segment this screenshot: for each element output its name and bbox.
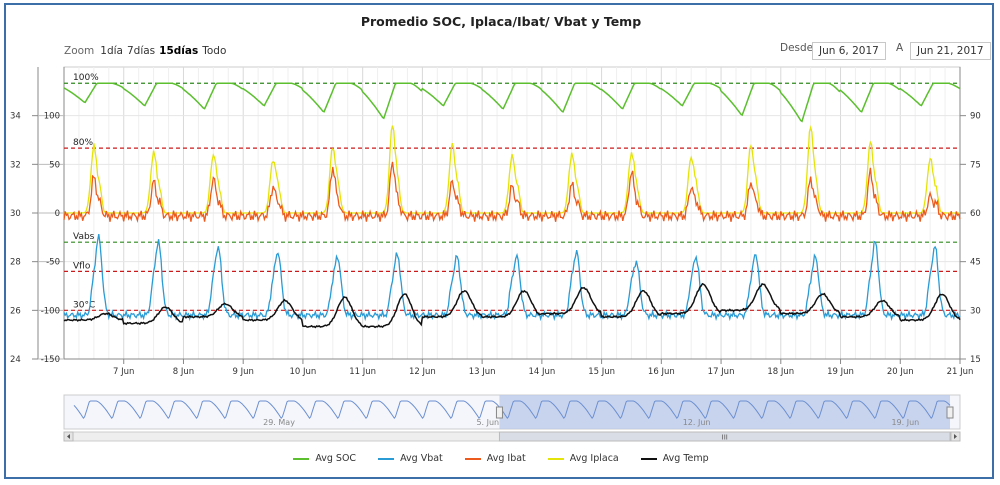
plot-line-label: 100% xyxy=(73,73,99,83)
zoom-todo-button[interactable]: Todo xyxy=(202,45,227,57)
series-line-vbat xyxy=(63,233,961,322)
legend-item-temp[interactable]: Avg Temp xyxy=(640,453,709,464)
series-line-temp xyxy=(63,282,961,329)
x-tick-label: 7 Jun xyxy=(113,367,134,377)
current-tick-label: 50 xyxy=(49,160,60,170)
legend-swatch-temp xyxy=(640,457,657,460)
scrollbar-grip: III xyxy=(722,434,728,442)
chevron-left-icon xyxy=(67,434,70,439)
current-tick-label: 100 xyxy=(44,112,60,122)
navigator-tick-label: 19. Jun xyxy=(891,418,919,427)
soc-tick-label: 60 xyxy=(970,209,981,219)
x-tick-label: 12 Jun xyxy=(409,367,436,377)
x-tick-label: 18 Jun xyxy=(767,367,794,377)
current-tick-label: 0 xyxy=(55,209,60,219)
x-tick-label: 8 Jun xyxy=(173,367,194,377)
soc-tick-label: 90 xyxy=(970,112,981,122)
legend-item-soc[interactable]: Avg SOC xyxy=(293,453,356,464)
x-tick-label: 15 Jun xyxy=(588,367,615,377)
x-tick-label: 19 Jun xyxy=(827,367,854,377)
navigator-tick-label: 12. Jun xyxy=(683,418,711,427)
range-to-label: A xyxy=(896,42,904,54)
navigator-tick-label: 29. May xyxy=(263,418,295,427)
current-tick-label: -150 xyxy=(41,355,60,365)
x-tick-label: 14 Jun xyxy=(528,367,555,377)
chevron-right-icon xyxy=(954,434,957,439)
legend-label-ibat: Avg Ibat xyxy=(486,453,526,464)
series-line-soc xyxy=(63,82,961,123)
vbat-tick-label: 32 xyxy=(10,160,21,170)
soc-tick-label: 75 xyxy=(970,160,981,170)
vbat-tick-label: 30 xyxy=(10,209,21,219)
legend-item-vbat[interactable]: Avg Vbat xyxy=(378,453,443,464)
x-tick-label: 16 Jun xyxy=(648,367,675,377)
legend-swatch-iplaca xyxy=(547,457,564,460)
zoom-1dia-button[interactable]: 1día xyxy=(100,45,123,57)
x-tick-label: 17 Jun xyxy=(708,367,735,377)
x-tick-label: 21 Jun xyxy=(947,367,974,377)
legend-label-temp: Avg Temp xyxy=(662,453,709,464)
series-line-ibat xyxy=(63,161,961,223)
series-line-iplaca xyxy=(64,125,960,214)
legend-label-soc: Avg SOC xyxy=(315,453,357,464)
zoom-selector: Zoom 1día 7días 15días Todo xyxy=(64,45,226,57)
range-to-input[interactable]: Jun 21, 2017 xyxy=(910,42,991,60)
x-tick-label: 10 Jun xyxy=(290,367,317,377)
navigator-selection xyxy=(499,395,950,429)
soc-tick-label: 30 xyxy=(970,306,981,316)
soc-tick-label: 15 xyxy=(970,355,981,365)
x-tick-label: 9 Jun xyxy=(232,367,253,377)
legend: Avg SOC Avg Vbat Avg Ibat Avg Iplaca Avg… xyxy=(6,453,996,464)
current-tick-label: -100 xyxy=(41,306,60,316)
zoom-15dias-button[interactable]: 15días xyxy=(159,45,199,57)
current-tick-label: -50 xyxy=(46,258,60,268)
soc-tick-label: 45 xyxy=(970,258,981,268)
plot-line-label: Vflo xyxy=(73,261,91,271)
zoom-7dias-button[interactable]: 7días xyxy=(126,45,156,57)
legend-swatch-ibat xyxy=(464,457,481,460)
scrollbar-thumb[interactable] xyxy=(498,431,951,442)
zoom-label: Zoom xyxy=(64,45,95,57)
legend-swatch-vbat xyxy=(378,457,395,460)
range-from-label: Desde xyxy=(780,42,814,54)
x-tick-label: 20 Jun xyxy=(887,367,914,377)
plot-line-label: 30°C xyxy=(73,300,95,310)
x-tick-label: 11 Jun xyxy=(349,367,376,377)
legend-item-iplaca[interactable]: Avg Iplaca xyxy=(547,453,619,464)
legend-swatch-soc xyxy=(293,457,310,460)
vbat-tick-label: 34 xyxy=(10,112,21,122)
chart-svg: 24 26 28 30 32 34 -150 -100 -50 0 50 100 15 30 45 60 75 9… xyxy=(10,66,981,442)
chart-title: Promedio SOC, Iplaca/Ibat/ Vbat y Temp xyxy=(360,14,642,29)
vbat-tick-label: 26 xyxy=(10,306,21,316)
vbat-tick-label: 24 xyxy=(10,355,21,365)
legend-label-vbat: Avg Vbat xyxy=(400,453,443,464)
plot-line-label: 80% xyxy=(73,138,93,148)
navigator-series-line xyxy=(73,400,951,420)
legend-item-ibat[interactable]: Avg Ibat xyxy=(464,453,526,464)
legend-label-iplaca: Avg Iplaca xyxy=(569,453,619,464)
x-tick-label: 13 Jun xyxy=(469,367,496,377)
vbat-tick-label: 28 xyxy=(10,258,21,268)
chart-frame: Promedio SOC, Iplaca/Ibat/ Vbat y Temp Z… xyxy=(4,3,994,479)
navigator-tick-label: 5. Jun xyxy=(476,418,499,427)
navigator-handle-left[interactable] xyxy=(495,406,503,419)
plot-line-label: Vabs xyxy=(73,232,95,242)
navigator-handle-right[interactable] xyxy=(946,406,954,419)
range-from-input[interactable]: Jun 6, 2017 xyxy=(812,42,886,60)
